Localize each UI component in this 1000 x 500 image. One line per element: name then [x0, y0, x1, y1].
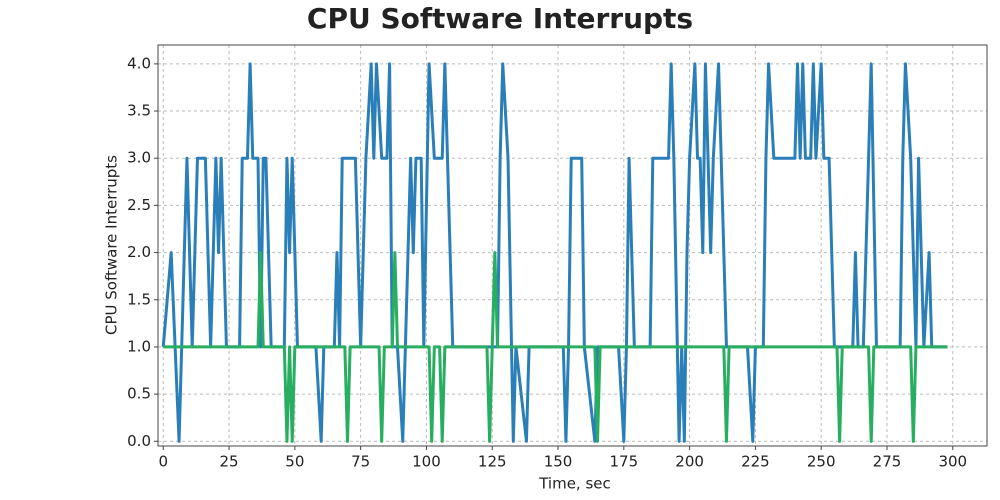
y-tick-label: 3.5: [127, 102, 151, 120]
x-tick-label: 75: [351, 453, 370, 471]
y-axis-label: CPU Software Interrupts: [103, 155, 121, 335]
x-tick-label: 100: [412, 453, 441, 471]
y-tick-label: 0.0: [127, 432, 151, 450]
x-tick-label: 25: [220, 453, 239, 471]
y-tick-label: 0.5: [127, 385, 151, 403]
plot-frame: [157, 44, 988, 447]
x-tick-label: 200: [675, 453, 704, 471]
series-line: [163, 251, 948, 443]
y-tick-label: 2.5: [127, 196, 151, 214]
y-tick-label: 3.0: [127, 149, 151, 167]
y-tick-label: 1.5: [127, 290, 151, 308]
x-tick-label: 275: [873, 453, 902, 471]
chart-title: CPU Software Interrupts: [307, 2, 693, 35]
x-tick-label: 250: [807, 453, 836, 471]
y-tick-label: 2.0: [127, 243, 151, 261]
x-tick-label: 0: [158, 453, 168, 471]
x-tick-label: 150: [544, 453, 573, 471]
x-tick-label: 125: [478, 453, 507, 471]
y-tick-label: 4.0: [127, 54, 151, 72]
x-tick-label: 300: [938, 453, 967, 471]
x-tick-label: 50: [285, 453, 304, 471]
x-axis-label: Time, sec: [538, 475, 611, 493]
x-tick-label: 225: [741, 453, 770, 471]
x-tick-label: 175: [609, 453, 638, 471]
y-tick-label: 1.0: [127, 337, 151, 355]
